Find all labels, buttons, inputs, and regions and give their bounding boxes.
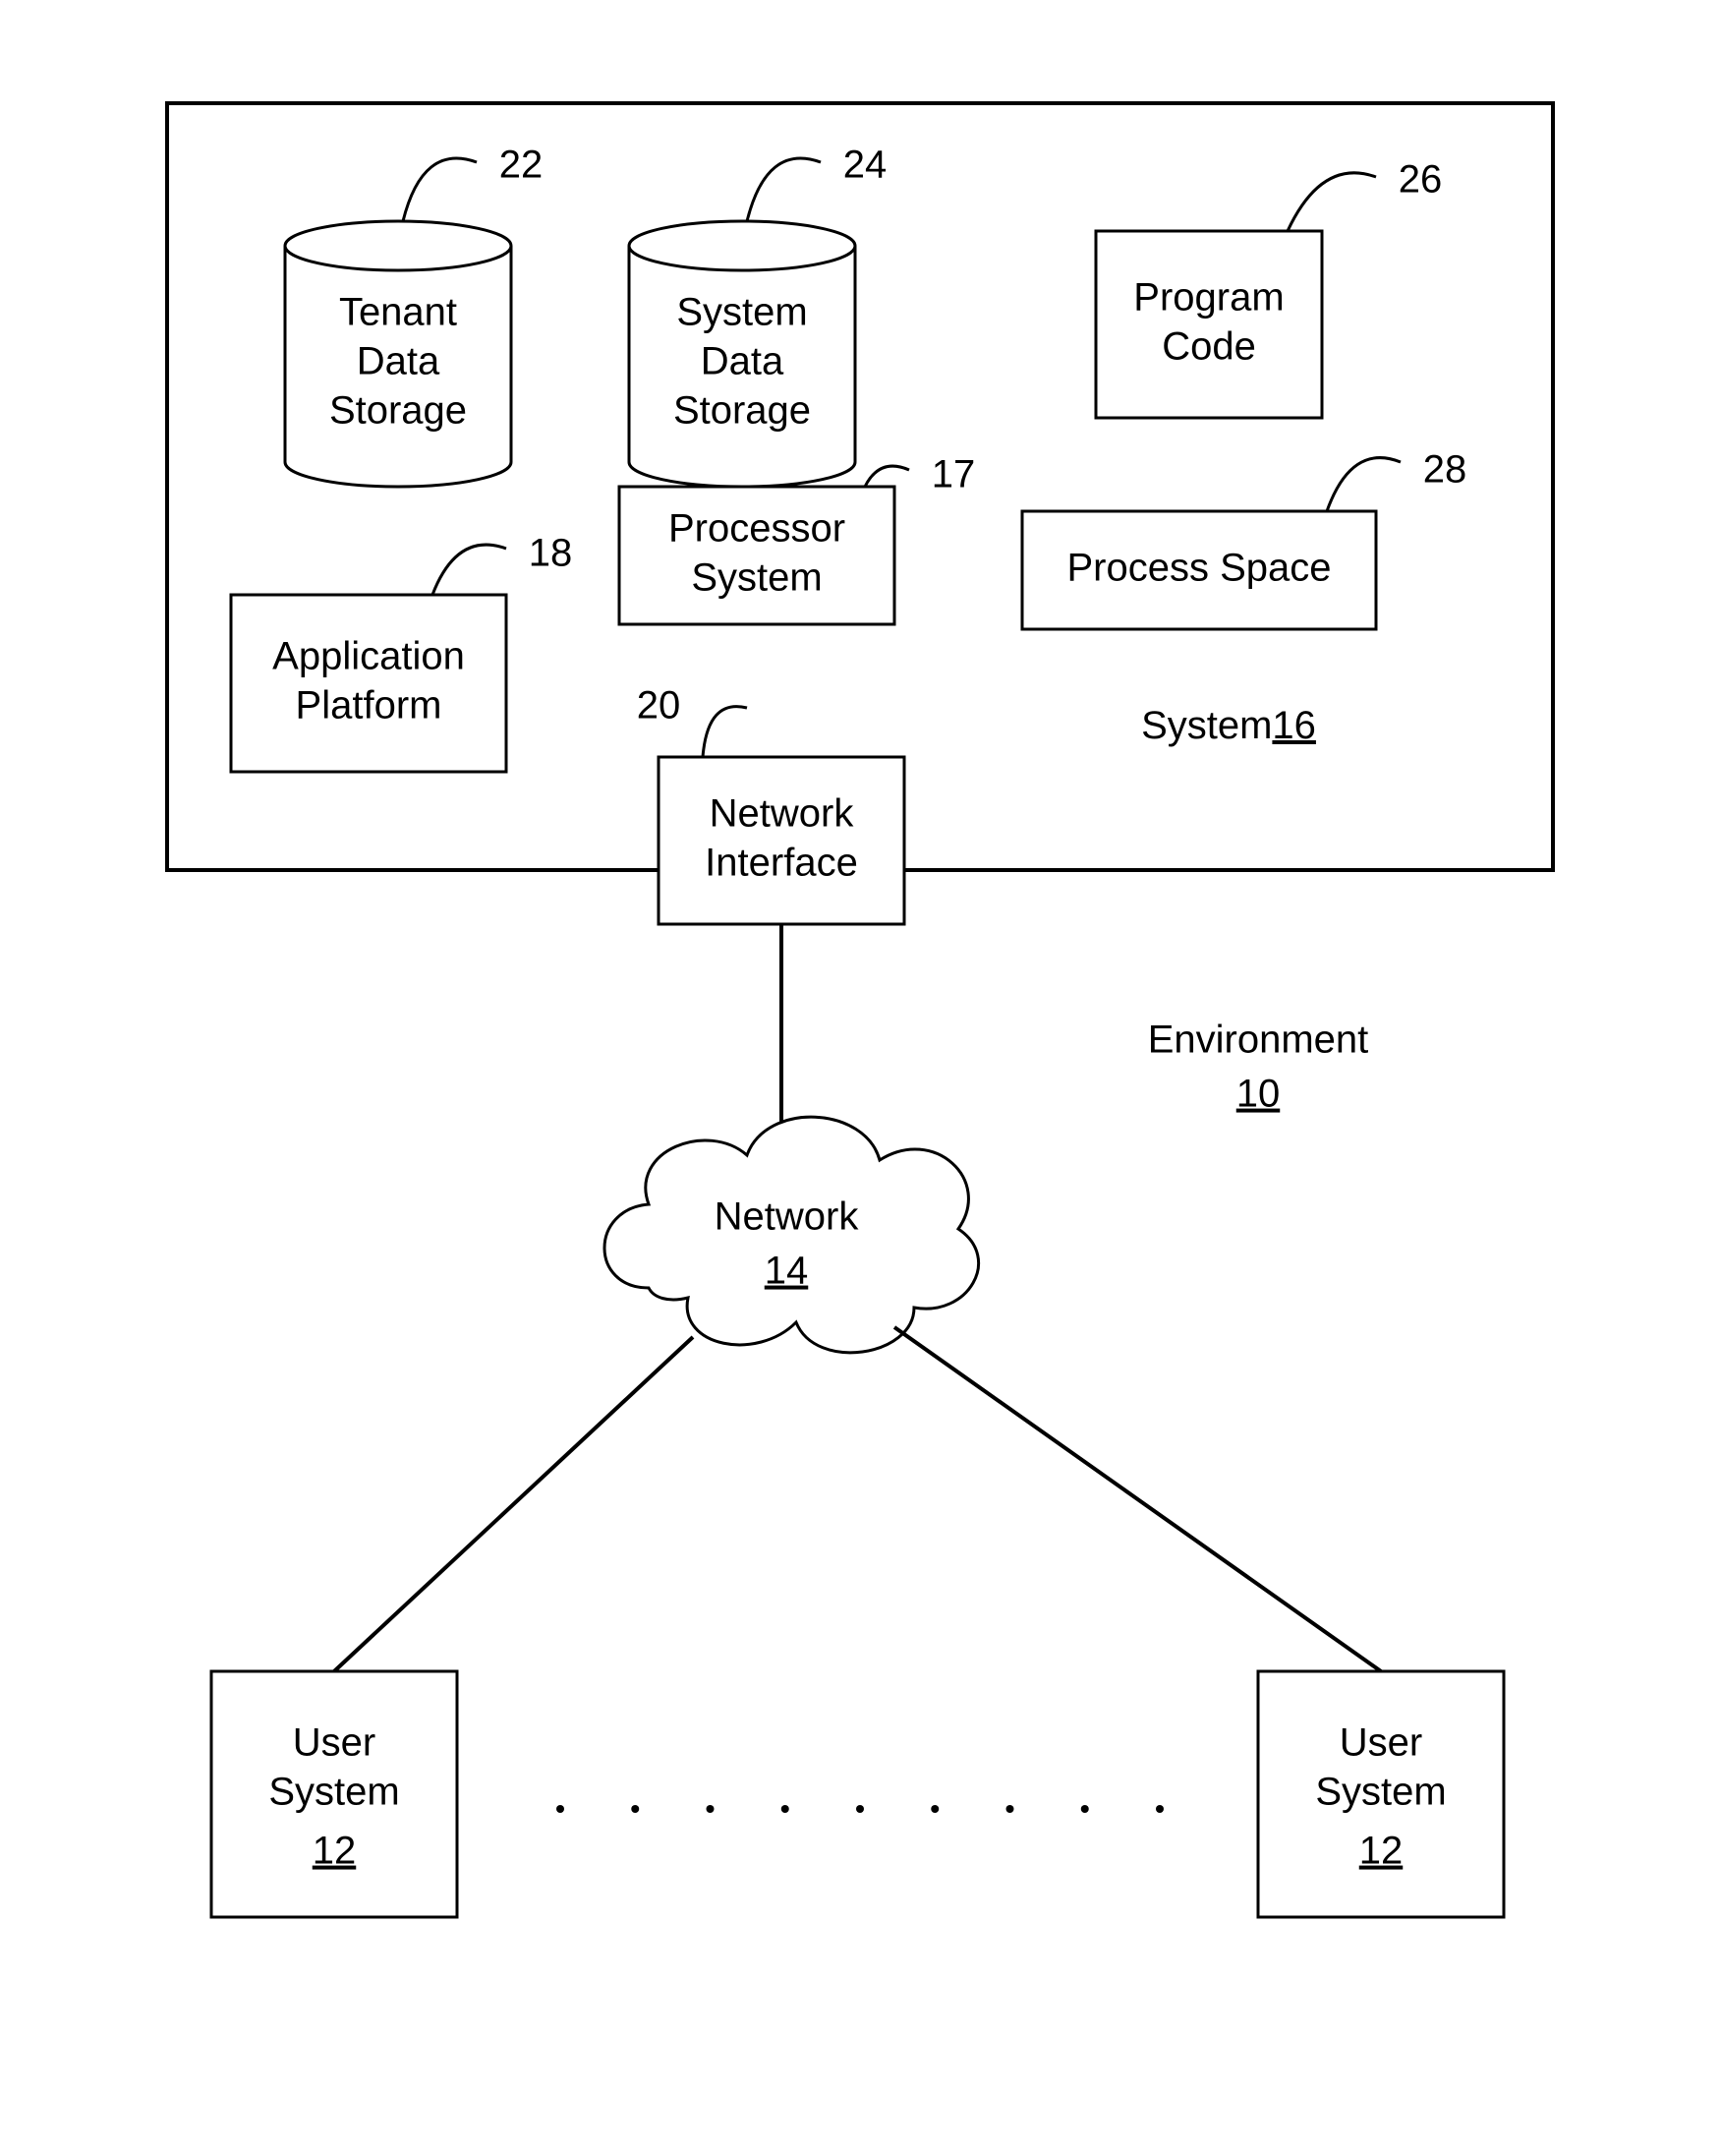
network-cloud: Network 14 [604,1117,979,1353]
system-storage-ref: 24 [843,144,888,187]
user-left-label-1: User [293,1721,375,1765]
dot [631,1805,639,1813]
ellipsis-dots [556,1805,1164,1813]
dot [781,1805,789,1813]
dot [1006,1805,1014,1813]
user-system-right: User System 12 [1258,1671,1504,1917]
processor-system-ref: 17 [932,453,976,496]
environment-label: Environment 10 [1148,1019,1369,1116]
system-label-text: System [1141,704,1272,747]
user-left-label-2: System [268,1771,399,1814]
dot [931,1805,939,1813]
dot [1081,1805,1089,1813]
svg-text:System16: System16 [1141,704,1316,747]
network-label: Network [715,1195,860,1239]
processor-system-label-2: System [691,556,822,600]
system-storage-label-1: System [676,291,807,334]
app-platform-ref: 18 [529,532,573,575]
network-interface-label-1: Network [710,792,855,836]
dot [856,1805,864,1813]
tenant-storage-ref: 22 [499,144,544,187]
edge-cloud-user-left [334,1337,693,1671]
user-left-ref: 12 [313,1830,357,1873]
diagram-canvas: Tenant Data Storage 22 System Data Stora… [0,0,1721,2156]
network-ref: 14 [765,1250,809,1293]
process-space-label: Process Space [1066,547,1331,590]
user-right-label-2: System [1315,1771,1446,1814]
user-system-left: User System 12 [211,1671,457,1917]
system-storage-label-3: Storage [673,389,811,433]
dot [707,1805,715,1813]
tenant-storage-label-1: Tenant [339,291,457,334]
program-code-label-1: Program [1133,276,1284,320]
user-right-label-1: User [1340,1721,1422,1765]
system-label: System16 [1141,704,1316,747]
tenant-storage-label-2: Data [357,340,440,383]
environment-text: Environment [1148,1019,1369,1062]
user-right-ref: 12 [1359,1830,1404,1873]
process-space-ref: 28 [1423,448,1467,492]
app-platform-label-2: Platform [296,684,442,728]
app-platform-label-1: Application [272,635,465,678]
system-label-ref: 16 [1272,704,1316,747]
tenant-storage-label-3: Storage [329,389,467,433]
program-code-label-2: Code [1162,325,1256,369]
processor-system-label-1: Processor [668,507,845,551]
environment-ref: 10 [1236,1073,1281,1116]
dot [556,1805,564,1813]
system-storage-label-2: Data [701,340,784,383]
dot [1156,1805,1164,1813]
network-interface-label-2: Interface [705,842,858,885]
network-interface-ref: 20 [637,684,681,728]
edge-cloud-user-right [894,1327,1381,1671]
program-code-ref: 26 [1399,158,1443,202]
